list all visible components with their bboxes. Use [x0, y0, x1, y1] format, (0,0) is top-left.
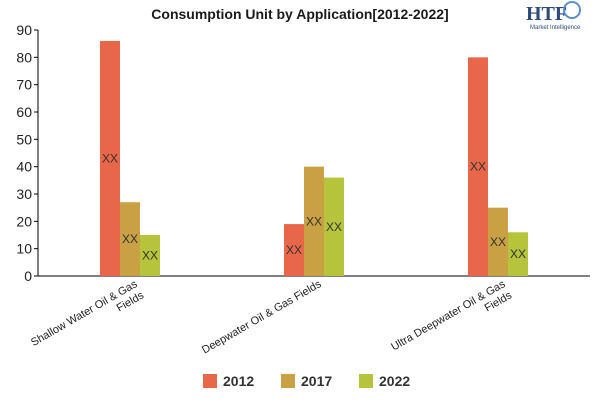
legend-swatch-2012	[203, 374, 217, 388]
bar-2012	[284, 224, 304, 276]
bar-2012	[468, 57, 488, 277]
bar-2012	[100, 40, 120, 276]
category-label-line: Deepwater Oil & Gas Fields	[200, 278, 324, 357]
legend-label: 2022	[379, 373, 410, 389]
y-tick-label: 80	[16, 49, 32, 65]
legend-label: 2017	[301, 373, 332, 389]
category-label: Deepwater Oil & Gas Fields	[200, 278, 324, 357]
y-tick-label: 20	[16, 213, 32, 229]
bar-2017	[120, 202, 140, 276]
y-tick-label: 70	[16, 77, 32, 93]
bar-2022	[140, 235, 160, 276]
category-label: Shallow Water Oil & GasFields	[29, 278, 146, 360]
y-tick-label: 40	[16, 159, 32, 175]
legend-swatch-2017	[281, 374, 295, 388]
bar-2022	[324, 177, 344, 276]
y-tick-label: 0	[24, 268, 32, 284]
bar-2022	[508, 232, 528, 276]
data-label: XX	[470, 160, 486, 174]
y-tick-label: 50	[16, 131, 32, 147]
bar-2017	[488, 207, 508, 276]
data-label: XX	[286, 243, 302, 257]
data-label: XX	[122, 232, 138, 246]
y-tick-label: 10	[16, 241, 32, 257]
logo-mark: HTF	[526, 3, 567, 25]
data-label: XX	[510, 247, 526, 261]
data-label: XX	[102, 151, 118, 165]
legend-label: 2012	[223, 373, 254, 389]
category-label: Ultra Deepwater Oil & GasFields	[389, 278, 514, 365]
chart-title: Consumption Unit by Application[2012-202…	[151, 6, 448, 22]
category-label-line: Shallow Water Oil & Gas	[29, 278, 140, 349]
bar-2017	[304, 166, 324, 276]
y-tick-label: 60	[16, 104, 32, 120]
htf-logo: HTF Market Intelligence	[526, 1, 581, 31]
logo-tagline: Market Intelligence	[530, 25, 581, 31]
category-label-line: Ultra Deepwater Oil & Gas	[389, 278, 508, 353]
data-label: XX	[306, 214, 322, 228]
data-label: XX	[490, 235, 506, 249]
y-tick-label: 90	[16, 22, 32, 38]
legend-swatch-2022	[359, 374, 373, 388]
globe-icon	[563, 1, 581, 19]
data-label: XX	[142, 249, 158, 263]
y-tick-label: 30	[16, 186, 32, 202]
data-label: XX	[326, 220, 342, 234]
